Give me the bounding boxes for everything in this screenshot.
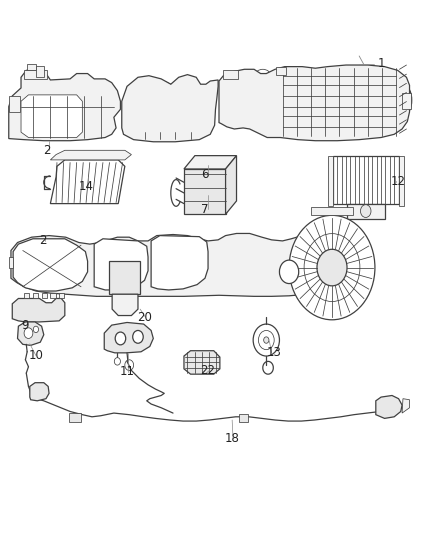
Polygon shape: [18, 322, 44, 345]
Polygon shape: [184, 169, 226, 214]
Bar: [9, 257, 13, 268]
Bar: [399, 156, 404, 206]
Text: 20: 20: [137, 311, 152, 324]
Text: 18: 18: [225, 432, 240, 445]
Bar: [276, 67, 286, 75]
Text: 7: 7: [201, 203, 209, 216]
Circle shape: [264, 337, 269, 343]
Bar: [109, 261, 140, 294]
Circle shape: [317, 249, 347, 286]
Circle shape: [279, 260, 299, 284]
Text: 22: 22: [201, 364, 215, 377]
Bar: [328, 156, 333, 206]
Bar: [402, 93, 411, 109]
Bar: [9, 96, 20, 112]
Bar: [24, 70, 47, 79]
Text: 10: 10: [28, 349, 43, 362]
Polygon shape: [184, 351, 220, 374]
Polygon shape: [50, 150, 131, 160]
Bar: [33, 293, 38, 298]
Bar: [42, 293, 47, 298]
Text: 2: 2: [43, 144, 51, 157]
Circle shape: [253, 324, 279, 356]
Bar: [36, 66, 44, 77]
Polygon shape: [219, 65, 410, 141]
Circle shape: [133, 330, 143, 343]
Text: 11: 11: [120, 365, 134, 378]
Polygon shape: [104, 322, 153, 353]
Polygon shape: [376, 395, 402, 418]
Text: 12: 12: [391, 175, 406, 188]
Polygon shape: [333, 156, 399, 204]
Polygon shape: [226, 156, 237, 214]
Polygon shape: [13, 239, 88, 291]
Circle shape: [24, 328, 33, 338]
Bar: [69, 413, 81, 422]
Polygon shape: [311, 207, 353, 215]
Polygon shape: [21, 95, 82, 138]
Text: 2: 2: [39, 235, 47, 247]
Text: 6: 6: [201, 168, 209, 181]
Polygon shape: [9, 69, 120, 141]
Bar: [223, 70, 238, 79]
Text: 9: 9: [21, 319, 29, 332]
Polygon shape: [12, 298, 65, 322]
Polygon shape: [112, 294, 138, 316]
Polygon shape: [11, 233, 364, 296]
Circle shape: [33, 326, 39, 333]
Circle shape: [289, 215, 375, 320]
Bar: [50, 293, 56, 298]
Bar: [347, 204, 385, 219]
Polygon shape: [50, 160, 125, 204]
Bar: [59, 293, 64, 298]
Circle shape: [115, 332, 126, 345]
Text: 1: 1: [377, 58, 385, 70]
Bar: [239, 414, 248, 422]
Polygon shape: [402, 399, 410, 413]
Text: 13: 13: [266, 346, 281, 359]
Polygon shape: [184, 156, 237, 169]
Circle shape: [360, 205, 371, 217]
Polygon shape: [94, 239, 148, 290]
Circle shape: [114, 358, 120, 365]
Polygon shape: [122, 75, 218, 142]
Polygon shape: [151, 236, 208, 290]
Bar: [24, 293, 29, 298]
Text: 14: 14: [78, 180, 93, 193]
Polygon shape: [30, 383, 49, 401]
Bar: [27, 64, 36, 70]
